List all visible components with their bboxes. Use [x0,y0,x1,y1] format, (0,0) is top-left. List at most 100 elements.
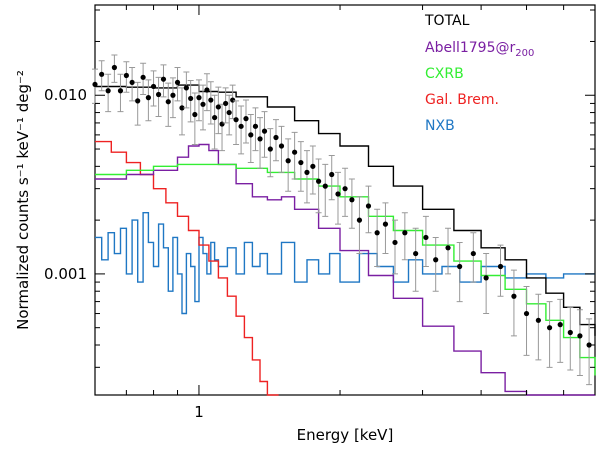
data-point [310,163,316,169]
y-axis-label: Normalized counts s⁻¹ keV⁻¹ deg⁻² [14,70,32,330]
data-points [92,54,593,386]
data-point [196,95,202,101]
error-bar [238,105,245,155]
series-cxrb-line [95,163,596,376]
legend-item-gal-brem: Gal. Brem. [425,92,499,108]
data-point [123,72,129,79]
legend: TOTAL Abell1795@r200 CXRB Gal. Brem. NXB [424,13,534,134]
error-bar [134,81,141,126]
data-point [208,97,214,103]
data-point [577,333,583,339]
data-point [445,245,451,251]
error-bar [391,219,398,275]
data-point [523,310,530,317]
data-point [243,116,249,122]
error-bar [297,141,304,192]
error-bar [243,99,250,144]
legend-item-cxrb: CXRB [425,66,464,82]
error-bar [207,81,214,125]
error-bar [195,79,202,122]
data-point [204,87,210,93]
data-point [99,71,105,77]
data-point [322,183,328,189]
data-point [111,64,117,71]
legend-item-total: TOTAL [424,13,470,29]
data-point [238,123,244,129]
error-bar [432,236,439,292]
error-bar [456,241,463,303]
data-point [278,143,285,149]
data-point [212,114,218,121]
error-bar [165,82,172,127]
error-bar [510,269,517,337]
data-point [165,99,171,105]
data-point [497,263,504,270]
error-bar [535,293,542,361]
y-tick-label: 0.010 [44,86,87,104]
legend-item-abell1795-subscript: 200 [515,48,534,59]
data-point [298,159,304,166]
data-point [315,178,322,184]
data-point [356,217,363,223]
data-point [335,191,341,197]
legend-item-abell1795: Abell1795@r200 [425,40,534,59]
data-point [365,203,372,209]
error-bar [178,87,185,136]
x-tick-label: 1 [194,403,204,421]
data-point [215,104,221,110]
data-point [546,325,553,331]
data-point [140,74,146,80]
error-bar [257,117,264,169]
data-point [219,121,225,127]
series-nxb-line [95,212,595,315]
data-point [170,92,176,98]
error-bar [145,79,152,122]
error-bar [267,128,274,178]
error-bar [285,138,292,192]
error-bar [219,103,226,152]
error-bar [348,178,355,229]
data-point [329,171,335,178]
error-bar [247,114,254,164]
error-bar [187,79,194,123]
error-bar [483,253,490,315]
data-point [117,88,124,94]
error-bar [191,92,198,146]
error-bar [586,318,593,386]
data-point [382,221,389,227]
data-point [557,322,563,328]
error-bar [412,227,419,292]
data-point [145,95,151,101]
series-abell1795-r-line [95,143,595,396]
error-bar [557,298,564,363]
data-point [402,230,408,236]
data-point [135,98,141,104]
error-bar [199,84,206,131]
error-bar [401,212,408,261]
data-point [413,250,419,257]
error-bar [445,227,452,275]
data-point [535,317,541,323]
error-bar [546,301,553,368]
data-point [257,136,263,142]
data-point [483,275,489,281]
x-axis-label: Energy [keV] [297,426,394,444]
series-layer [95,84,596,396]
data-point [273,134,279,141]
axis-ticks: 1 0.010 0.001 [44,5,596,421]
error-bar [374,208,381,268]
data-point [423,234,429,241]
legend-item-abell1795-name: Abell1795@r [425,40,515,56]
error-bar [576,309,583,376]
data-point [223,100,229,107]
error-bar [342,167,349,217]
error-bar [356,196,363,255]
data-point [233,117,239,123]
y-tick-label: 0.001 [44,265,87,283]
error-bar [272,119,279,162]
error-bar [215,86,222,135]
legend-item-nxb: NXB [425,118,455,134]
error-bar [365,185,372,234]
error-bar [470,232,477,283]
